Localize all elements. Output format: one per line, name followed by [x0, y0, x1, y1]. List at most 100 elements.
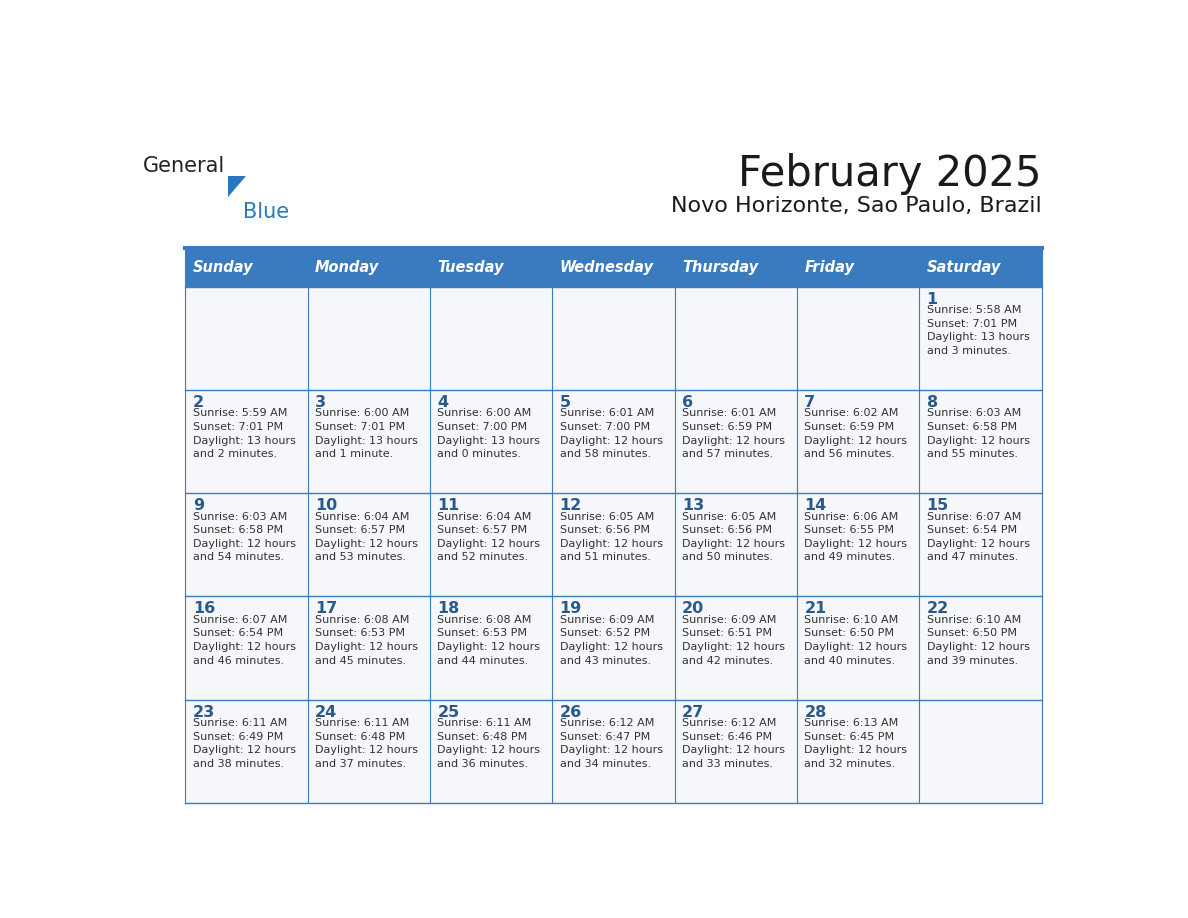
- Bar: [920, 390, 1042, 493]
- Text: 10: 10: [315, 498, 337, 513]
- Bar: [552, 493, 675, 597]
- Text: Sunrise: 6:12 AM
Sunset: 6:47 PM
Daylight: 12 hours
and 34 minutes.: Sunrise: 6:12 AM Sunset: 6:47 PM Dayligh…: [560, 718, 663, 769]
- Bar: [797, 493, 920, 597]
- Bar: [920, 700, 1042, 803]
- Text: Monday: Monday: [315, 260, 379, 274]
- Text: 19: 19: [560, 601, 582, 616]
- Text: 16: 16: [192, 601, 215, 616]
- Bar: [185, 287, 308, 390]
- Polygon shape: [228, 176, 246, 197]
- Text: General: General: [143, 156, 225, 176]
- Text: February 2025: February 2025: [738, 152, 1042, 195]
- Text: Sunrise: 6:04 AM
Sunset: 6:57 PM
Daylight: 12 hours
and 52 minutes.: Sunrise: 6:04 AM Sunset: 6:57 PM Dayligh…: [437, 511, 541, 563]
- Text: 9: 9: [192, 498, 204, 513]
- Text: 5: 5: [560, 395, 570, 410]
- Text: 6: 6: [682, 395, 693, 410]
- Bar: [308, 390, 430, 493]
- Bar: [675, 287, 797, 390]
- Text: Sunrise: 6:08 AM
Sunset: 6:53 PM
Daylight: 12 hours
and 44 minutes.: Sunrise: 6:08 AM Sunset: 6:53 PM Dayligh…: [437, 615, 541, 666]
- Text: 13: 13: [682, 498, 704, 513]
- Text: 4: 4: [437, 395, 448, 410]
- Text: Sunrise: 6:00 AM
Sunset: 7:00 PM
Daylight: 13 hours
and 0 minutes.: Sunrise: 6:00 AM Sunset: 7:00 PM Dayligh…: [437, 409, 541, 459]
- Text: Sunrise: 5:59 AM
Sunset: 7:01 PM
Daylight: 13 hours
and 2 minutes.: Sunrise: 5:59 AM Sunset: 7:01 PM Dayligh…: [192, 409, 296, 459]
- Text: 1: 1: [927, 292, 937, 307]
- Bar: [430, 287, 552, 390]
- Text: Sunrise: 6:08 AM
Sunset: 6:53 PM
Daylight: 12 hours
and 45 minutes.: Sunrise: 6:08 AM Sunset: 6:53 PM Dayligh…: [315, 615, 418, 666]
- Text: Sunrise: 5:58 AM
Sunset: 7:01 PM
Daylight: 13 hours
and 3 minutes.: Sunrise: 5:58 AM Sunset: 7:01 PM Dayligh…: [927, 306, 1030, 356]
- Text: Sunrise: 6:12 AM
Sunset: 6:46 PM
Daylight: 12 hours
and 33 minutes.: Sunrise: 6:12 AM Sunset: 6:46 PM Dayligh…: [682, 718, 785, 769]
- Text: 8: 8: [927, 395, 937, 410]
- Text: 20: 20: [682, 601, 704, 616]
- Text: Sunrise: 6:01 AM
Sunset: 7:00 PM
Daylight: 12 hours
and 58 minutes.: Sunrise: 6:01 AM Sunset: 7:00 PM Dayligh…: [560, 409, 663, 459]
- Bar: [430, 493, 552, 597]
- Text: 11: 11: [437, 498, 460, 513]
- Bar: [430, 700, 552, 803]
- Bar: [675, 390, 797, 493]
- Bar: [675, 493, 797, 597]
- Bar: [430, 248, 552, 286]
- Bar: [797, 597, 920, 700]
- Text: 14: 14: [804, 498, 827, 513]
- Bar: [185, 700, 308, 803]
- Text: 26: 26: [560, 705, 582, 720]
- Text: Wednesday: Wednesday: [560, 260, 653, 274]
- Text: Sunrise: 6:09 AM
Sunset: 6:51 PM
Daylight: 12 hours
and 42 minutes.: Sunrise: 6:09 AM Sunset: 6:51 PM Dayligh…: [682, 615, 785, 666]
- Text: 3: 3: [315, 395, 327, 410]
- Bar: [308, 287, 430, 390]
- Text: 21: 21: [804, 601, 827, 616]
- Bar: [920, 287, 1042, 390]
- Text: 17: 17: [315, 601, 337, 616]
- Text: 7: 7: [804, 395, 815, 410]
- Bar: [797, 700, 920, 803]
- Bar: [797, 248, 920, 286]
- Text: 18: 18: [437, 601, 460, 616]
- Text: 27: 27: [682, 705, 704, 720]
- Bar: [675, 700, 797, 803]
- Text: Sunrise: 6:10 AM
Sunset: 6:50 PM
Daylight: 12 hours
and 40 minutes.: Sunrise: 6:10 AM Sunset: 6:50 PM Dayligh…: [804, 615, 908, 666]
- Text: 15: 15: [927, 498, 949, 513]
- Text: 2: 2: [192, 395, 204, 410]
- Bar: [308, 700, 430, 803]
- Text: Thursday: Thursday: [682, 260, 758, 274]
- Bar: [308, 493, 430, 597]
- Text: 22: 22: [927, 601, 949, 616]
- Text: Sunrise: 6:06 AM
Sunset: 6:55 PM
Daylight: 12 hours
and 49 minutes.: Sunrise: 6:06 AM Sunset: 6:55 PM Dayligh…: [804, 511, 908, 563]
- Text: Sunrise: 6:07 AM
Sunset: 6:54 PM
Daylight: 12 hours
and 47 minutes.: Sunrise: 6:07 AM Sunset: 6:54 PM Dayligh…: [927, 511, 1030, 563]
- Text: Tuesday: Tuesday: [437, 260, 504, 274]
- Bar: [552, 700, 675, 803]
- Text: 28: 28: [804, 705, 827, 720]
- Text: Sunrise: 6:02 AM
Sunset: 6:59 PM
Daylight: 12 hours
and 56 minutes.: Sunrise: 6:02 AM Sunset: 6:59 PM Dayligh…: [804, 409, 908, 459]
- Text: Sunrise: 6:05 AM
Sunset: 6:56 PM
Daylight: 12 hours
and 50 minutes.: Sunrise: 6:05 AM Sunset: 6:56 PM Dayligh…: [682, 511, 785, 563]
- Text: Saturday: Saturday: [927, 260, 1001, 274]
- Text: Sunrise: 6:11 AM
Sunset: 6:48 PM
Daylight: 12 hours
and 36 minutes.: Sunrise: 6:11 AM Sunset: 6:48 PM Dayligh…: [437, 718, 541, 769]
- Text: Sunrise: 6:03 AM
Sunset: 6:58 PM
Daylight: 12 hours
and 54 minutes.: Sunrise: 6:03 AM Sunset: 6:58 PM Dayligh…: [192, 511, 296, 563]
- Text: Friday: Friday: [804, 260, 854, 274]
- Text: Sunrise: 6:04 AM
Sunset: 6:57 PM
Daylight: 12 hours
and 53 minutes.: Sunrise: 6:04 AM Sunset: 6:57 PM Dayligh…: [315, 511, 418, 563]
- Text: Sunrise: 6:11 AM
Sunset: 6:49 PM
Daylight: 12 hours
and 38 minutes.: Sunrise: 6:11 AM Sunset: 6:49 PM Dayligh…: [192, 718, 296, 769]
- Text: 12: 12: [560, 498, 582, 513]
- Text: 24: 24: [315, 705, 337, 720]
- Bar: [185, 248, 308, 286]
- Text: Sunrise: 6:11 AM
Sunset: 6:48 PM
Daylight: 12 hours
and 37 minutes.: Sunrise: 6:11 AM Sunset: 6:48 PM Dayligh…: [315, 718, 418, 769]
- Bar: [675, 597, 797, 700]
- Text: Sunrise: 6:07 AM
Sunset: 6:54 PM
Daylight: 12 hours
and 46 minutes.: Sunrise: 6:07 AM Sunset: 6:54 PM Dayligh…: [192, 615, 296, 666]
- Text: Sunday: Sunday: [192, 260, 253, 274]
- Text: Sunrise: 6:09 AM
Sunset: 6:52 PM
Daylight: 12 hours
and 43 minutes.: Sunrise: 6:09 AM Sunset: 6:52 PM Dayligh…: [560, 615, 663, 666]
- Bar: [308, 597, 430, 700]
- Bar: [920, 493, 1042, 597]
- Text: Sunrise: 6:03 AM
Sunset: 6:58 PM
Daylight: 12 hours
and 55 minutes.: Sunrise: 6:03 AM Sunset: 6:58 PM Dayligh…: [927, 409, 1030, 459]
- Bar: [308, 248, 430, 286]
- Bar: [797, 287, 920, 390]
- Bar: [920, 248, 1042, 286]
- Bar: [185, 597, 308, 700]
- Bar: [552, 287, 675, 390]
- Bar: [797, 390, 920, 493]
- Bar: [552, 597, 675, 700]
- Text: Sunrise: 6:10 AM
Sunset: 6:50 PM
Daylight: 12 hours
and 39 minutes.: Sunrise: 6:10 AM Sunset: 6:50 PM Dayligh…: [927, 615, 1030, 666]
- Bar: [185, 390, 308, 493]
- Text: Sunrise: 6:00 AM
Sunset: 7:01 PM
Daylight: 13 hours
and 1 minute.: Sunrise: 6:00 AM Sunset: 7:01 PM Dayligh…: [315, 409, 418, 459]
- Text: 25: 25: [437, 705, 460, 720]
- Bar: [552, 248, 675, 286]
- Text: Sunrise: 6:05 AM
Sunset: 6:56 PM
Daylight: 12 hours
and 51 minutes.: Sunrise: 6:05 AM Sunset: 6:56 PM Dayligh…: [560, 511, 663, 563]
- Bar: [920, 597, 1042, 700]
